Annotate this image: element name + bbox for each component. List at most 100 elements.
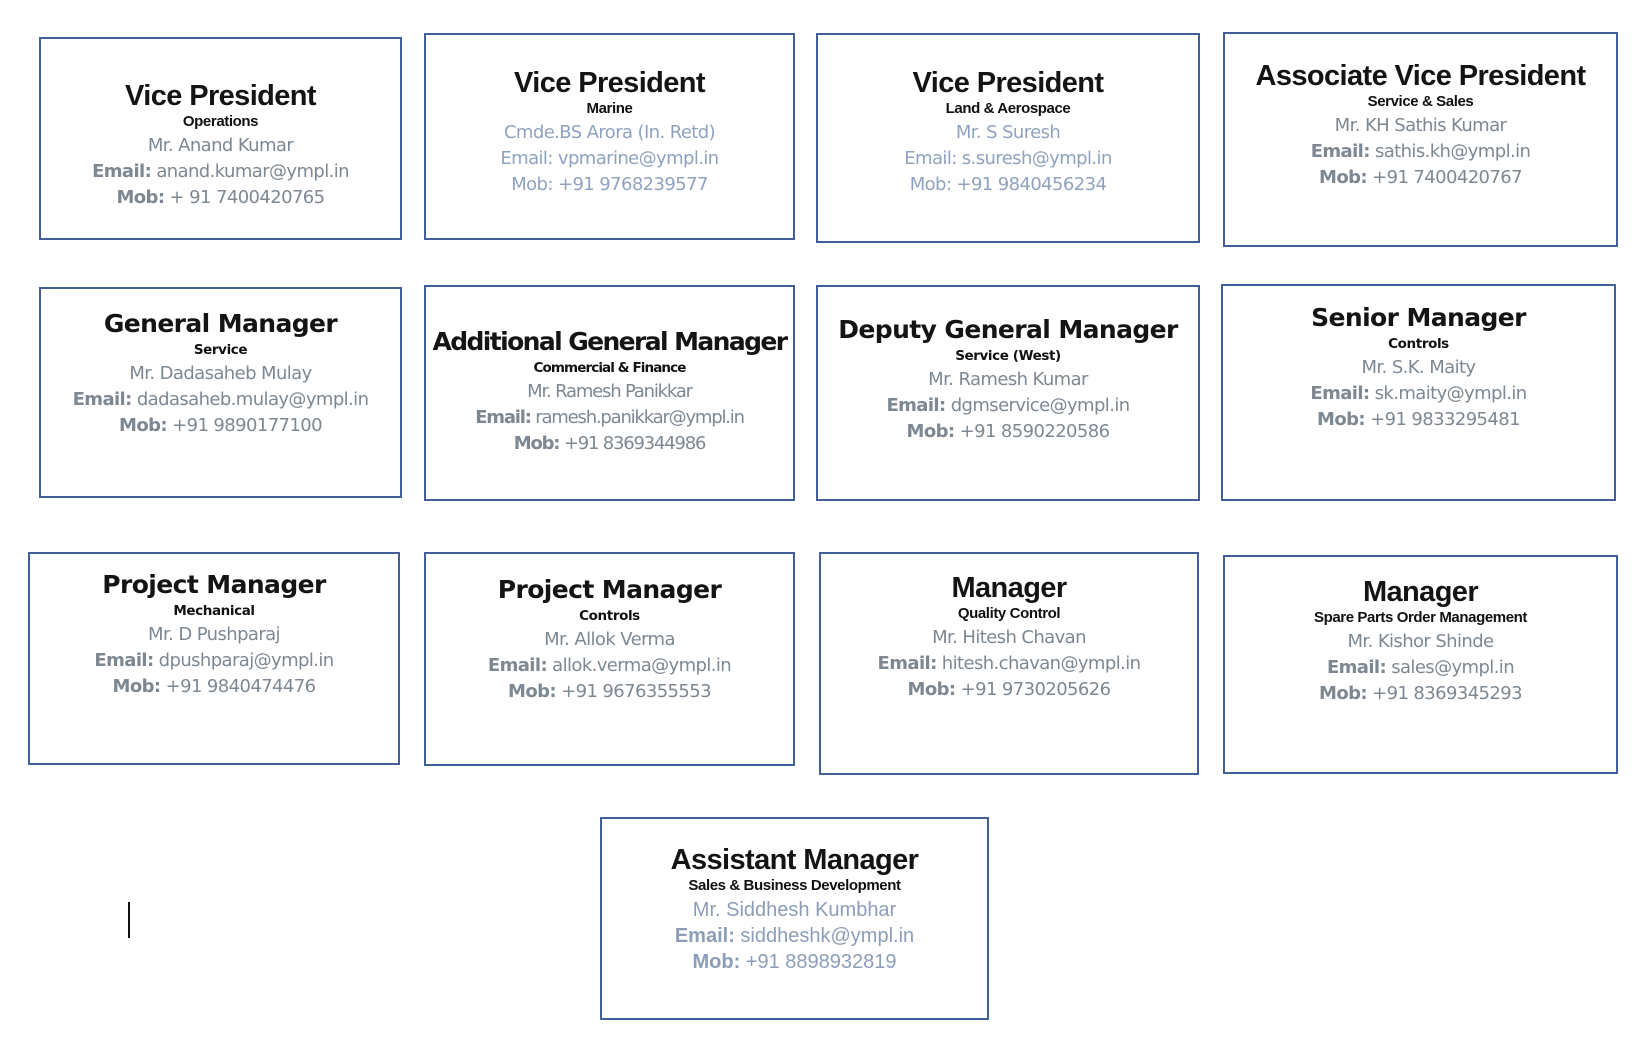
- email-label: Email:: [1326, 657, 1387, 678]
- email-link[interactable]: siddheshk@ympl.in: [734, 925, 915, 947]
- person-name: Mr. Hitesh Chavan: [932, 627, 1086, 648]
- contact-card: Manager Spare Parts Order Management Mr.…: [1223, 555, 1618, 774]
- job-title: Manager: [1362, 576, 1479, 608]
- contact-card: Deputy General Manager Service (West) Mr…: [816, 285, 1200, 501]
- person-name: Mr. KH Sathis Kumar: [1334, 115, 1507, 136]
- card-content: Vice President Operations Mr. Anand Kuma…: [41, 81, 400, 211]
- mobile-label: Mob:: [692, 951, 741, 973]
- card-content: Assistant Manager Sales & Business Devel…: [602, 845, 987, 975]
- mobile-number: +91 9840474476: [160, 676, 316, 697]
- job-title: Additional General Manager: [432, 327, 788, 356]
- mobile-label: Mob:: [112, 676, 162, 697]
- mobile-number: +91 8369344986: [559, 433, 707, 454]
- email-link[interactable]: ramesh.panikkar@ympl.in: [530, 407, 745, 428]
- department: Spare Parts Order Management: [1313, 609, 1528, 626]
- email-line: Email: siddheshk@ympl.in: [602, 923, 987, 949]
- department: Commercial & Finance: [533, 360, 686, 376]
- mobile-number: +91 9833295481: [1365, 409, 1520, 430]
- mobile-line: Mob: +91 9676355553: [426, 679, 793, 705]
- contact-card: Manager Quality Control Mr. Hitesh Chava…: [819, 552, 1199, 775]
- email-link[interactable]: dgmservice@ympl.in: [945, 395, 1130, 416]
- email-label: Email:: [500, 148, 553, 169]
- person-name: Mr. Dadasaheb Mulay: [129, 363, 312, 384]
- department: Operations: [182, 113, 259, 130]
- mobile-line: Mob: +91 9833295481: [1223, 407, 1614, 433]
- mobile-line: Mob: +91 9840474476: [30, 674, 398, 700]
- person-name: Mr. S.K. Maity: [1361, 357, 1477, 378]
- contact-card: Vice President Operations Mr. Anand Kuma…: [39, 37, 402, 240]
- mobile-label: Mob:: [513, 433, 561, 454]
- contact-card: Vice President Land & Aerospace Mr. S Su…: [816, 33, 1200, 243]
- mobile-line: Mob: +91 7400420767: [1225, 165, 1616, 191]
- department: Marine: [586, 100, 633, 117]
- person-name: Mr. Allok Verma: [544, 629, 675, 650]
- email-label: Email:: [92, 161, 152, 182]
- contact-card: Vice President Marine Cmde.BS Arora (In.…: [424, 33, 795, 240]
- email-label: Email:: [1310, 383, 1370, 404]
- job-title: Associate Vice President: [1255, 60, 1586, 92]
- email-link[interactable]: hitesh.chavan@ympl.in: [936, 653, 1141, 674]
- mobile-number: +91 7400420767: [1367, 167, 1522, 188]
- person-name: Mr. Ramesh Kumar: [928, 369, 1088, 390]
- email-link[interactable]: sales@ympl.in: [1386, 657, 1515, 678]
- mobile-line: Mob: +91 9730205626: [821, 677, 1197, 703]
- mobile-label: Mob:: [1319, 167, 1368, 188]
- person-name: Mr. Siddhesh Kumbhar: [692, 899, 897, 921]
- email-line: Email: s.suresh@ympl.in: [818, 146, 1198, 172]
- mobile-line: Mob: +91 8898932819: [602, 949, 987, 975]
- email-line: Email: sathis.kh@ympl.in: [1225, 139, 1616, 165]
- mobile-number: +91 9730205626: [955, 679, 1111, 700]
- email-link[interactable]: vpmarine@ympl.in: [552, 148, 719, 169]
- department: Controls: [579, 608, 640, 624]
- email-line: Email: vpmarine@ympl.in: [426, 146, 793, 172]
- mobile-label: Mob:: [508, 681, 557, 702]
- email-line: Email: anand.kumar@ympl.in: [41, 159, 400, 185]
- card-content: General Manager Service Mr. Dadasaheb Mu…: [41, 309, 400, 439]
- department: Land & Aerospace: [945, 100, 1071, 117]
- card-content: Project Manager Controls Mr. Allok Verma…: [426, 575, 793, 705]
- person-name: Mr. Kishor Shinde: [1347, 631, 1495, 652]
- department: Sales & Business Development: [688, 877, 901, 894]
- email-line: Email: sales@ympl.in: [1225, 655, 1616, 681]
- email-line: Email: hitesh.chavan@ympl.in: [821, 651, 1197, 677]
- job-title: Project Manager: [497, 575, 722, 604]
- person-name: Mr. Anand Kumar: [147, 135, 294, 156]
- mobile-label: Mob:: [116, 187, 165, 208]
- email-line: Email: allok.verma@ympl.in: [426, 653, 793, 679]
- person-name: Mr. D Pushparaj: [148, 624, 281, 645]
- email-label: Email:: [94, 650, 154, 671]
- department: Service & Sales: [1367, 93, 1474, 110]
- contact-card: Assistant Manager Sales & Business Devel…: [600, 817, 989, 1020]
- job-title: Vice President: [125, 80, 317, 112]
- email-link[interactable]: anand.kumar@ympl.in: [151, 161, 349, 182]
- mobile-label: Mob:: [1319, 683, 1368, 704]
- department: Service (West): [955, 348, 1061, 364]
- person-name: Mr. S Suresh: [955, 122, 1061, 143]
- card-content: Project Manager Mechanical Mr. D Pushpar…: [30, 570, 398, 700]
- email-line: Email: dadasaheb.mulay@ympl.in: [41, 387, 400, 413]
- contact-card: Project Manager Controls Mr. Allok Verma…: [424, 552, 795, 766]
- email-link[interactable]: sathis.kh@ympl.in: [1369, 141, 1531, 162]
- email-label: Email:: [487, 655, 548, 676]
- card-content: Additional General Manager Commercial & …: [426, 327, 793, 457]
- email-link[interactable]: allok.verma@ympl.in: [547, 655, 732, 676]
- email-link[interactable]: dadasaheb.mulay@ympl.in: [131, 389, 369, 410]
- email-link[interactable]: sk.maity@ympl.in: [1369, 383, 1528, 404]
- email-link[interactable]: s.suresh@ympl.in: [956, 148, 1113, 169]
- job-title: Manager: [951, 572, 1067, 604]
- card-content: Deputy General Manager Service (West) Mr…: [818, 315, 1198, 445]
- email-label: Email:: [72, 389, 133, 410]
- job-title: General Manager: [103, 309, 338, 338]
- mobile-line: Mob: +91 8590220586: [818, 419, 1198, 445]
- email-link[interactable]: dpushparaj@ympl.in: [153, 650, 334, 671]
- card-content: Manager Quality Control Mr. Hitesh Chava…: [821, 573, 1197, 703]
- mobile-line: Mob: +91 8369345293: [1225, 681, 1616, 707]
- mobile-number: +91 9840456234: [951, 174, 1107, 195]
- mobile-line: Mob: +91 9840456234: [818, 172, 1198, 198]
- job-title: Vice President: [514, 67, 706, 99]
- job-title: Assistant Manager: [670, 844, 919, 876]
- contact-card: Associate Vice President Service & Sales…: [1223, 32, 1618, 247]
- email-label: Email:: [877, 653, 938, 674]
- email-label: Email:: [475, 407, 532, 428]
- mobile-number: +91 9890177100: [167, 415, 322, 436]
